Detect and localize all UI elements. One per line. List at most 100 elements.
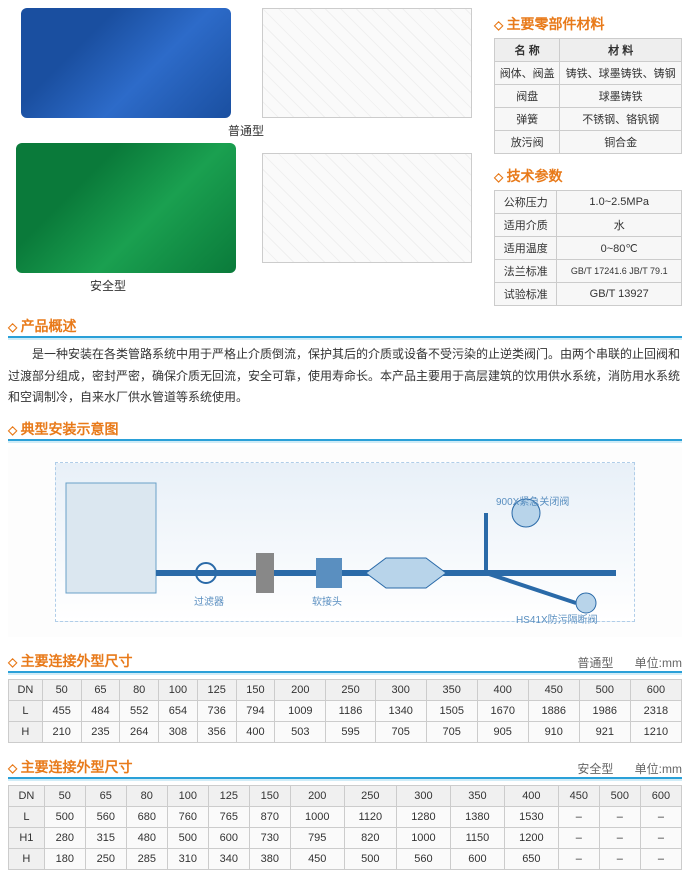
dims-safe-tags: 安全型 单位:mm bbox=[559, 760, 682, 777]
dims-cell: 1000 bbox=[290, 806, 344, 827]
dims-normal-title: 主要连接外型尺寸 bbox=[8, 651, 133, 671]
dims-cell: 380 bbox=[249, 848, 290, 869]
dims-cell: 1280 bbox=[396, 806, 450, 827]
dims-cell: 500 bbox=[344, 848, 396, 869]
tech-table: 公称压力1.0~2.5MPa 适用介质水 适用温度0~80℃ 法兰标准GB/T … bbox=[494, 190, 682, 306]
dims-header-cell: 500 bbox=[579, 679, 630, 700]
dims-header-cell: 100 bbox=[159, 679, 198, 700]
overview-title: 产品概述 bbox=[8, 316, 682, 338]
overview-text: 是一种安装在各类管路系统中用于严格止介质倒流，保护其后的介质或设备不受污染的止逆… bbox=[8, 344, 682, 409]
dims-cell: 705 bbox=[426, 721, 477, 742]
mat-cell: 阀体、阀盖 bbox=[495, 62, 560, 85]
dims-header-cell: DN bbox=[9, 785, 45, 806]
dims-cell: – bbox=[558, 827, 599, 848]
tech-title: 技术参数 bbox=[494, 166, 682, 186]
dims-header-cell: 600 bbox=[630, 679, 681, 700]
tech-cell: 适用介质 bbox=[495, 214, 557, 237]
dims-header-cell: 150 bbox=[236, 679, 275, 700]
side-tables: 主要零部件材料 名 称 材 料 阀体、阀盖铸铁、球墨铸铁、铸钢 阀盘球墨铸铁 弹… bbox=[494, 8, 682, 306]
dims-header-cell: 400 bbox=[504, 785, 558, 806]
tech-cell: 1.0~2.5MPa bbox=[557, 191, 682, 214]
dims-header-cell: 300 bbox=[375, 679, 426, 700]
dims-cell: 264 bbox=[120, 721, 159, 742]
dims-cell: H bbox=[9, 848, 45, 869]
dims-header-cell: 450 bbox=[528, 679, 579, 700]
mat-cell: 弹簧 bbox=[495, 108, 560, 131]
mat-cell: 铸铁、球墨铸铁、铸钢 bbox=[560, 62, 682, 85]
materials-title: 主要零部件材料 bbox=[494, 14, 682, 34]
dims-cell: 340 bbox=[208, 848, 249, 869]
dims-cell: 650 bbox=[504, 848, 558, 869]
dims-cell: 595 bbox=[326, 721, 375, 742]
dims-cell: – bbox=[640, 827, 681, 848]
dims-cell: – bbox=[640, 848, 681, 869]
dims-cell: – bbox=[558, 806, 599, 827]
dims-cell: 736 bbox=[197, 700, 236, 721]
dims-header-cell: 125 bbox=[197, 679, 236, 700]
dims-cell: 552 bbox=[120, 700, 159, 721]
dims-cell: 1505 bbox=[426, 700, 477, 721]
dims-header-cell: 250 bbox=[326, 679, 375, 700]
tech-cell: 公称压力 bbox=[495, 191, 557, 214]
dims-cell: 1186 bbox=[326, 700, 375, 721]
dims-cell: 285 bbox=[126, 848, 167, 869]
install-ann: 900X紧急关闭阀 bbox=[496, 493, 569, 508]
dims-cell: – bbox=[599, 827, 640, 848]
dims-cell: 600 bbox=[450, 848, 504, 869]
dims-cell: 1380 bbox=[450, 806, 504, 827]
mat-cell: 球墨铸铁 bbox=[560, 85, 682, 108]
dims-cell: 1000 bbox=[396, 827, 450, 848]
dims-cell: 310 bbox=[167, 848, 208, 869]
dims-cell: 250 bbox=[85, 848, 126, 869]
top-section: 普通型 安全型 主要零部件材料 名 称 材 料 阀体、阀盖铸铁、球墨铸铁、铸钢 … bbox=[8, 8, 682, 306]
dims-cell: – bbox=[558, 848, 599, 869]
dims-header-cell: 65 bbox=[81, 679, 120, 700]
install-ann: 过滤器 bbox=[194, 593, 224, 608]
install-ann: HS41X防污隔断阀 bbox=[516, 611, 598, 626]
dims-cell: 280 bbox=[44, 827, 85, 848]
dims-header-cell: 50 bbox=[44, 785, 85, 806]
tag-type: 普通型 bbox=[577, 656, 613, 670]
dims-cell: 1210 bbox=[630, 721, 681, 742]
dims-cell: 484 bbox=[81, 700, 120, 721]
label-safe: 安全型 bbox=[8, 277, 484, 294]
dims-cell: 503 bbox=[275, 721, 326, 742]
tech-cell: 0~80℃ bbox=[557, 237, 682, 260]
dims-cell: 1120 bbox=[344, 806, 396, 827]
dims-cell: L bbox=[9, 700, 43, 721]
mat-header-mat: 材 料 bbox=[560, 39, 682, 62]
dims-cell: H bbox=[9, 721, 43, 742]
dims-header-cell: 100 bbox=[167, 785, 208, 806]
dims-cell: 235 bbox=[81, 721, 120, 742]
dims-cell: 500 bbox=[44, 806, 85, 827]
mat-cell: 不锈钢、铬钒钢 bbox=[560, 108, 682, 131]
dims-header-cell: 500 bbox=[599, 785, 640, 806]
install-svg bbox=[56, 463, 636, 623]
dims-cell: 705 bbox=[375, 721, 426, 742]
dims-header-cell: 350 bbox=[426, 679, 477, 700]
dims-header-cell: 450 bbox=[558, 785, 599, 806]
dims-header-cell: 200 bbox=[290, 785, 344, 806]
img-diagram-2 bbox=[249, 143, 484, 273]
dims-header-cell: 150 bbox=[249, 785, 290, 806]
dims-safe-table: DN50658010012515020025030035040045050060… bbox=[8, 785, 682, 870]
dims-normal-table: DN50658010012515020025030035040045050060… bbox=[8, 679, 682, 743]
install-ann: 软接头 bbox=[312, 593, 342, 608]
dims-cell: 560 bbox=[396, 848, 450, 869]
dims-cell: 1886 bbox=[528, 700, 579, 721]
dims-cell: 400 bbox=[236, 721, 275, 742]
tech-cell: GB/T 17241.6 JB/T 79.1 bbox=[557, 260, 682, 283]
dims-safe-title: 主要连接外型尺寸 bbox=[8, 757, 133, 777]
dims-header-cell: 65 bbox=[85, 785, 126, 806]
dims-cell: 180 bbox=[44, 848, 85, 869]
tech-cell: 法兰标准 bbox=[495, 260, 557, 283]
dims-cell: 680 bbox=[126, 806, 167, 827]
dims-cell: – bbox=[599, 806, 640, 827]
dims-cell: L bbox=[9, 806, 45, 827]
dims-cell: 760 bbox=[167, 806, 208, 827]
dims-cell: 308 bbox=[159, 721, 198, 742]
dims-cell: 910 bbox=[528, 721, 579, 742]
dims-cell: 1150 bbox=[450, 827, 504, 848]
dims-cell: 2318 bbox=[630, 700, 681, 721]
dims-header-cell: 300 bbox=[396, 785, 450, 806]
